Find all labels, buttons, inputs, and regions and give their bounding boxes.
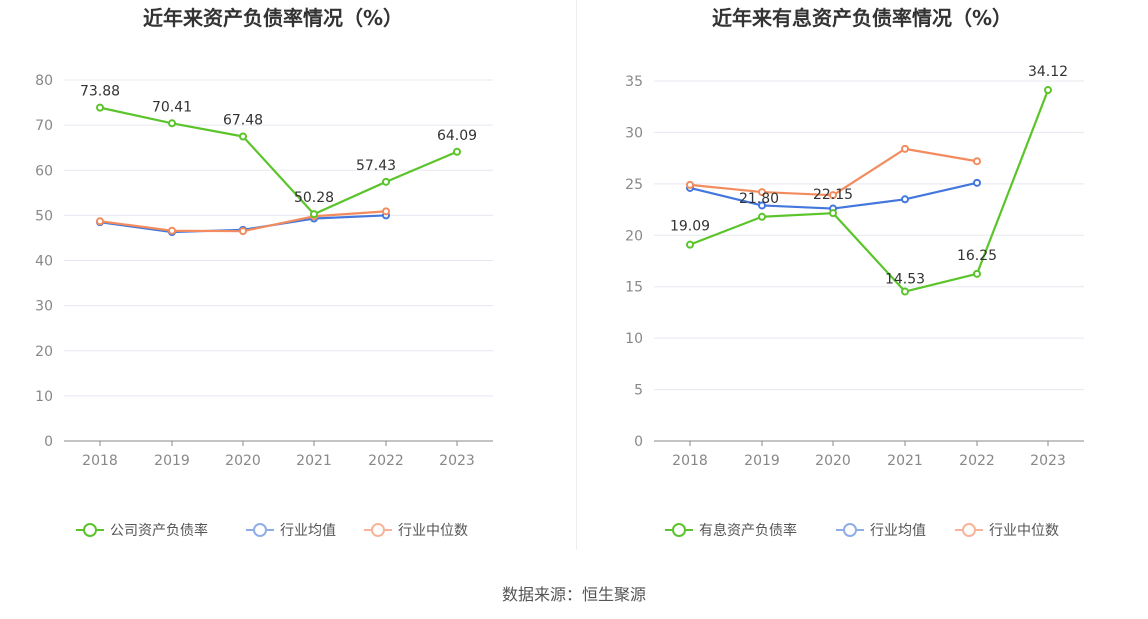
chart-title: 近年来有息资产负债率情况（%）: [712, 6, 1012, 30]
data-label: 21.80: [739, 191, 779, 207]
panel-divider: [576, 0, 577, 550]
data-point: [973, 157, 981, 166]
data-point: [310, 210, 318, 219]
y-tick-label: 15: [625, 280, 643, 296]
x-tick-label: 2019: [154, 453, 190, 469]
data-label: 19.09: [670, 219, 710, 235]
data-label: 34.12: [1028, 64, 1068, 80]
y-tick-label: 60: [35, 163, 53, 179]
data-point: [758, 188, 766, 197]
legend-label: 公司资产负债率: [110, 522, 208, 539]
legend-label: 行业均值: [870, 523, 926, 539]
data-point: [382, 177, 390, 186]
legend-label: 行业中位数: [398, 523, 468, 539]
data-point: [973, 178, 981, 187]
series-line: [99, 106, 458, 216]
data-label: 50.28: [294, 190, 334, 206]
y-tick-label: 0: [44, 434, 53, 450]
x-tick-label: 2018: [672, 453, 708, 469]
legend-marker: [371, 523, 385, 537]
y-tick-label: 25: [625, 177, 643, 193]
data-point: [758, 212, 766, 221]
data-point: [829, 191, 837, 200]
x-tick-label: 2018: [82, 453, 118, 469]
data-point: [829, 209, 837, 218]
data-point: [382, 207, 390, 216]
data-label: 22.15: [813, 187, 853, 203]
y-tick-label: 10: [625, 331, 643, 347]
data-point: [453, 147, 461, 156]
data-point: [96, 103, 104, 112]
y-tick-label: 70: [35, 118, 53, 134]
y-tick-label: 20: [625, 228, 643, 244]
data-point: [901, 144, 909, 153]
legend-marker: [253, 523, 267, 537]
x-tick-label: 2021: [296, 453, 332, 469]
x-tick-label: 2023: [1030, 453, 1066, 469]
interest-bearing-debt-ratio-chart: 近年来有息资产负债率情况（%） 0 5 10 15 20 25 30 35 2018 2019 202…: [625, 6, 1084, 539]
x-tick-label: 2023: [439, 453, 475, 469]
data-point: [239, 227, 247, 236]
y-tick-label: 5: [634, 383, 643, 399]
legend-label: 行业均值: [280, 523, 336, 539]
data-point: [239, 132, 247, 141]
series-line: [689, 89, 1050, 293]
x-tick-label: 2022: [959, 453, 995, 469]
data-point: [96, 217, 104, 226]
legend-marker: [672, 523, 686, 537]
x-tick-label: 2021: [887, 453, 923, 469]
data-label: 57.43: [356, 158, 396, 174]
y-tick-label: 30: [35, 299, 53, 315]
chart-title: 近年来资产负债率情况（%）: [143, 6, 403, 30]
legend-marker: [962, 523, 976, 537]
x-tick-label: 2022: [368, 453, 404, 469]
data-label: 67.48: [223, 112, 263, 128]
y-tick-label: 10: [35, 389, 53, 405]
data-point: [686, 180, 694, 189]
data-point: [901, 287, 909, 296]
y-tick-label: 80: [35, 73, 53, 89]
data-label: 14.53: [885, 272, 925, 288]
legend-label: 行业中位数: [989, 523, 1059, 539]
data-point: [973, 269, 981, 278]
legend-label: 有息资产负债率: [699, 522, 797, 539]
x-tick-label: 2019: [744, 453, 780, 469]
data-source-note: 数据来源：恒生聚源: [501, 585, 646, 604]
legend-marker: [843, 523, 857, 537]
data-label: 70.41: [152, 99, 192, 115]
y-tick-label: 20: [35, 344, 53, 360]
x-tick-label: 2020: [225, 453, 261, 469]
x-tick-label: 2020: [815, 453, 851, 469]
data-point: [901, 195, 909, 204]
data-label: 73.88: [80, 84, 120, 100]
y-tick-label: 35: [625, 74, 643, 90]
y-tick-label: 30: [625, 125, 643, 141]
y-tick-label: 50: [35, 208, 53, 224]
legend-marker: [83, 523, 97, 537]
data-label: 16.25: [957, 248, 997, 264]
data-point: [168, 119, 176, 128]
data-point: [168, 226, 176, 235]
data-point: [1044, 86, 1052, 95]
data-label: 64.09: [437, 128, 477, 144]
left-chart-panel: 近年来资产负债率情况（%） 0 10 20 30 40 50 60 70 80 2018 2019 20…: [0, 0, 576, 560]
data-point: [686, 240, 694, 249]
debt-ratio-chart: 近年来资产负债率情况（%） 0 10 20 30 40 50 60 70 80 2018 2019 20…: [35, 6, 493, 539]
right-chart-panel: 近年来有息资产负债率情况（%） 0 5 10 15 20 25 30 35 2018 2019 202…: [577, 0, 1148, 560]
y-tick-label: 40: [35, 254, 53, 270]
y-tick-label: 0: [634, 434, 643, 450]
data-point: [758, 201, 766, 210]
